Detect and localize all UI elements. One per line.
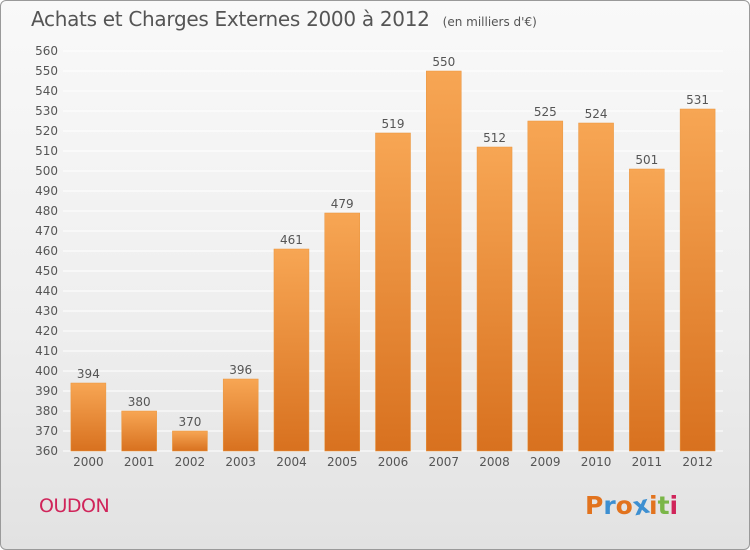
y-tick-label: 400 bbox=[35, 364, 58, 378]
logo-letter: i bbox=[669, 491, 679, 520]
x-tick-label-2010: 2010 bbox=[581, 455, 612, 469]
y-tick-label: 440 bbox=[35, 284, 58, 298]
y-tick-label: 370 bbox=[35, 424, 58, 438]
x-tick-label-2006: 2006 bbox=[378, 455, 409, 469]
y-tick-label: 520 bbox=[35, 124, 58, 138]
data-label-2001: 380 bbox=[128, 395, 151, 409]
data-label-2002: 370 bbox=[178, 415, 201, 429]
town-name: OUDON bbox=[39, 495, 110, 517]
data-label-2010: 524 bbox=[585, 107, 608, 121]
y-tick-label: 410 bbox=[35, 344, 58, 358]
bar-2003 bbox=[222, 378, 259, 452]
y-tick-label: 540 bbox=[35, 84, 58, 98]
y-tick-label: 490 bbox=[35, 184, 58, 198]
bar-2002 bbox=[172, 430, 208, 452]
x-tick-label-2009: 2009 bbox=[530, 455, 561, 469]
data-label-2000: 394 bbox=[77, 367, 100, 381]
y-axis-tick-labels: 360 370 380 390 400 410 420 430 440 450 460 470 480 4… bbox=[35, 44, 58, 458]
bar-2010 bbox=[578, 122, 614, 452]
y-tick-label: 530 bbox=[35, 104, 58, 118]
proxiti-logo: Proxiti bbox=[585, 490, 679, 522]
logo-letter: r bbox=[603, 491, 616, 520]
y-tick-label: 380 bbox=[35, 404, 58, 418]
logo-letter: i bbox=[649, 491, 658, 520]
logo-letter: o bbox=[615, 491, 633, 520]
x-tick-label-2003: 2003 bbox=[225, 455, 256, 469]
bar-2011 bbox=[629, 168, 665, 452]
bar-2012 bbox=[679, 108, 716, 452]
data-label-2005: 479 bbox=[331, 197, 354, 211]
data-labels: 394 380 370 396 461 479 519 550 512 525 524 501 531 bbox=[77, 55, 709, 429]
y-tick-label: 450 bbox=[35, 264, 58, 278]
y-tick-label: 560 bbox=[35, 44, 58, 58]
bars bbox=[70, 70, 716, 452]
data-label-2006: 519 bbox=[382, 117, 405, 131]
x-tick-label-2012: 2012 bbox=[682, 455, 713, 469]
bar-2005 bbox=[324, 212, 360, 452]
data-label-2007: 550 bbox=[432, 55, 455, 69]
x-tick-label-2011: 2011 bbox=[632, 455, 663, 469]
y-tick-label: 430 bbox=[35, 304, 58, 318]
y-tick-label: 480 bbox=[35, 204, 58, 218]
data-label-2008: 512 bbox=[483, 131, 506, 145]
bar-2007 bbox=[426, 70, 462, 452]
data-label-2012: 531 bbox=[686, 93, 709, 107]
y-tick-label: 390 bbox=[35, 384, 58, 398]
data-label-2009: 525 bbox=[534, 105, 557, 119]
x-tick-label-2001: 2001 bbox=[124, 455, 155, 469]
bar-2000 bbox=[70, 382, 107, 452]
bar-2006 bbox=[375, 132, 411, 452]
x-tick-label-2004: 2004 bbox=[276, 455, 307, 469]
title-line: Achats et Charges Externes 2000 à 2012 (… bbox=[31, 7, 537, 31]
y-tick-label: 510 bbox=[35, 144, 58, 158]
logo-letter: P bbox=[585, 491, 604, 520]
x-axis-tick-labels: 2000 2001 2002 2003 2004 2005 2006 2007 2008 2009… bbox=[73, 455, 713, 469]
bar-2004 bbox=[273, 248, 310, 452]
bar-2009 bbox=[527, 120, 564, 452]
chart-subtitle: (en milliers d'€) bbox=[442, 15, 537, 29]
y-tick-label: 550 bbox=[35, 64, 58, 78]
x-tick-label-2008: 2008 bbox=[479, 455, 510, 469]
bar-2008 bbox=[476, 146, 513, 452]
x-tick-label-2007: 2007 bbox=[428, 455, 459, 469]
data-label-2003: 396 bbox=[229, 363, 252, 377]
y-tick-label: 420 bbox=[35, 324, 58, 338]
y-tick-label: 360 bbox=[35, 444, 58, 458]
x-tick-label-2000: 2000 bbox=[73, 455, 104, 469]
y-tick-label: 470 bbox=[35, 224, 58, 238]
x-tick-label-2005: 2005 bbox=[327, 455, 358, 469]
bar-2001 bbox=[121, 410, 157, 452]
data-label-2004: 461 bbox=[280, 233, 303, 247]
chart-title: Achats et Charges Externes 2000 à 2012 bbox=[31, 7, 430, 31]
data-label-2011: 501 bbox=[635, 153, 658, 167]
logo-letter: t bbox=[657, 491, 670, 520]
x-tick-label-2002: 2002 bbox=[175, 455, 206, 469]
y-tick-label: 460 bbox=[35, 244, 58, 258]
y-tick-label: 500 bbox=[35, 164, 58, 178]
